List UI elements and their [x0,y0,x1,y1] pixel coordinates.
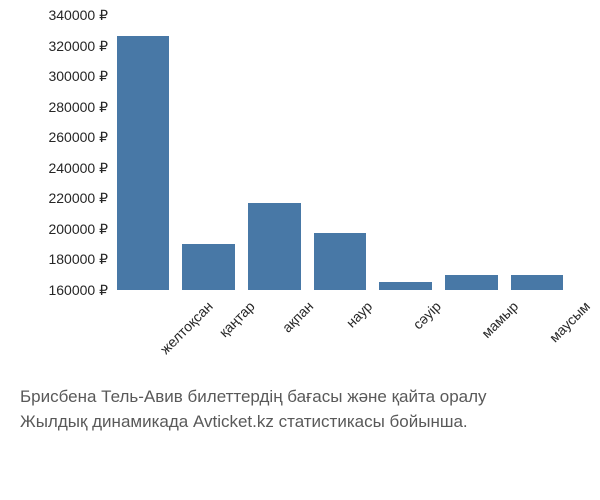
x-label-slot: қаңтар [176,294,242,364]
plot-area [110,15,570,290]
y-tick-label: 340000 ₽ [20,8,108,22]
bar-slot [110,15,176,290]
y-tick-label: 280000 ₽ [20,100,108,114]
x-label-slot: маусым [504,294,570,364]
x-label-slot: наур [307,294,373,364]
y-tick-label: 300000 ₽ [20,69,108,83]
bar [248,203,301,290]
x-tick-label: маусым [546,298,593,345]
bar [511,275,564,290]
bar [379,282,432,290]
bars-container [110,15,570,290]
bar-slot [504,15,570,290]
y-tick-label: 220000 ₽ [20,191,108,205]
y-tick-label: 260000 ₽ [20,130,108,144]
x-axis: желтоқсанқаңтарақпан наурсәуірмамырмаусым [110,294,570,364]
x-label-slot: ақпан [241,294,307,364]
bar [314,233,367,290]
bar-slot [439,15,505,290]
bar-slot [307,15,373,290]
chart-caption: Брисбена Тель-Авив билеттердің бағасы жә… [20,385,580,434]
bar-slot [373,15,439,290]
y-tick-label: 240000 ₽ [20,161,108,175]
caption-line-2: Жылдық динамикада Avticket.kz статистика… [20,410,580,435]
y-tick-label: 200000 ₽ [20,222,108,236]
x-tick-label: наур [343,298,376,331]
x-label-slot: сәуір [373,294,439,364]
y-tick-label: 160000 ₽ [20,283,108,297]
x-label-slot: мамыр [439,294,505,364]
y-tick-label: 320000 ₽ [20,39,108,53]
price-bar-chart: 160000 ₽ 180000 ₽ 200000 ₽ 220000 ₽ 240000 ₽… [20,10,580,360]
y-axis: 160000 ₽180000 ₽200000 ₽220000 ₽240000 ₽… [20,15,108,290]
bar [182,244,235,290]
bar-slot [176,15,242,290]
x-label-slot: желтоқсан [110,294,176,364]
bar [445,275,498,290]
caption-line-1: Брисбена Тель-Авив билеттердің бағасы жә… [20,385,580,410]
bar-slot [241,15,307,290]
y-tick-label: 180000 ₽ [20,252,108,266]
bar [117,36,170,290]
